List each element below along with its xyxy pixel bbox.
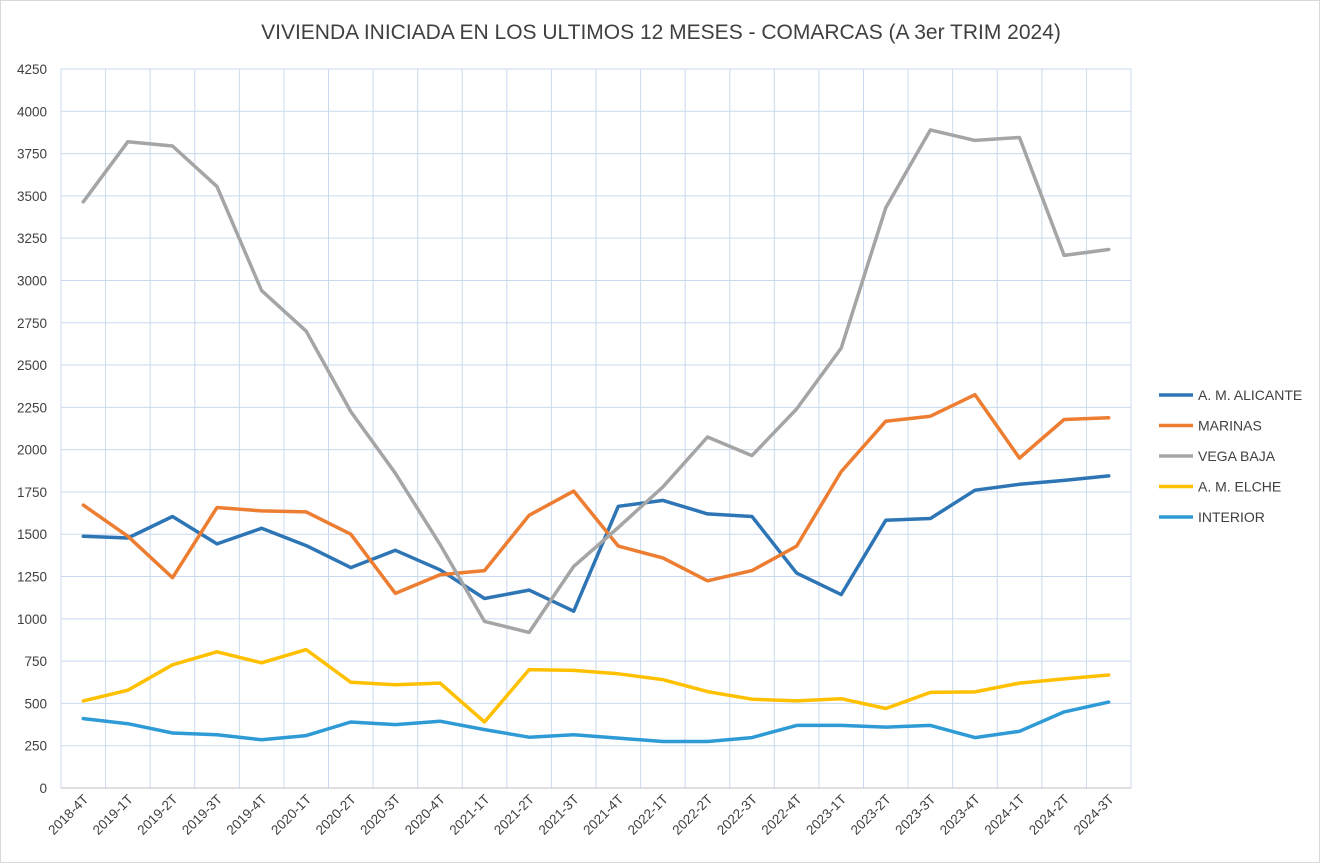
- x-tick-label: 2022-4T: [759, 792, 805, 838]
- x-tick-label: 2019-2T: [134, 792, 180, 838]
- y-tick-label: 1000: [17, 612, 47, 627]
- y-tick-label: 2000: [17, 443, 47, 458]
- y-tick-label: 500: [24, 696, 47, 711]
- x-tick-label: 2021-2T: [491, 792, 537, 838]
- y-tick-label: 2250: [17, 400, 47, 415]
- x-tick-label: 2024-1T: [981, 792, 1027, 838]
- x-tick-label: 2020-3T: [357, 792, 403, 838]
- x-tick-label: 2024-3T: [1071, 792, 1117, 838]
- legend-label-marinas: MARINAS: [1198, 418, 1262, 434]
- series-line-marinas: [81, 392, 1111, 596]
- x-tick-label: 2023-2T: [848, 792, 894, 838]
- y-tick-label: 1250: [17, 570, 47, 585]
- legend: A. M. ALICANTE MARINAS VEGA BAJA A. M. ELCH…: [1159, 387, 1302, 525]
- y-tick-label: 3250: [17, 231, 47, 246]
- y-tick-label: 1750: [17, 485, 47, 500]
- x-tick-label: 2020-4T: [402, 792, 448, 838]
- y-tick-label: 750: [24, 654, 47, 669]
- chart-title: VIVIENDA INICIADA EN LOS ULTIMOS 12 MESE…: [261, 21, 1061, 44]
- x-tick-label: 2020-1T: [268, 792, 314, 838]
- legend-label-interior: INTERIOR: [1198, 509, 1265, 525]
- series-line-vega-baja: [81, 128, 1111, 635]
- y-tick-label: 2500: [17, 358, 47, 373]
- x-tick-label: 2024-2T: [1026, 792, 1072, 838]
- y-tick-label: 1500: [17, 527, 47, 542]
- y-tick-label: 3750: [17, 147, 47, 162]
- x-tick-label: 2021-3T: [536, 792, 582, 838]
- x-tick-label: 2021-1T: [446, 792, 492, 838]
- y-tick-label: 0: [39, 781, 47, 796]
- y-tick-label: 250: [24, 739, 47, 754]
- y-tick-label: 3000: [17, 273, 47, 288]
- x-tick-label: 2023-1T: [803, 792, 849, 838]
- legend-label-vega-baja: VEGA BAJA: [1198, 448, 1276, 464]
- x-tick-label: 2018-4T: [45, 792, 91, 838]
- series-line-a-m-alicante: [81, 474, 1111, 613]
- y-tick-label: 4000: [17, 104, 47, 119]
- series-lines: [81, 128, 1111, 744]
- legend-label-a-m-alicante: A. M. ALICANTE: [1198, 387, 1302, 403]
- x-tick-label: 2019-1T: [90, 792, 136, 838]
- x-tick-label: 2020-2T: [313, 792, 359, 838]
- x-tick-label: 2021-4T: [580, 792, 626, 838]
- x-tick-label: 2019-3T: [179, 792, 225, 838]
- x-tick-label: 2019-4T: [224, 792, 270, 838]
- x-tick-label: 2022-1T: [625, 792, 671, 838]
- series-line-interior: [81, 700, 1111, 744]
- x-tick-label: 2022-2T: [669, 792, 715, 838]
- gridlines: [60, 68, 1132, 788]
- legend-label-a-m-elche: A. M. ELCHE: [1198, 479, 1281, 495]
- y-tick-label: 3500: [17, 189, 47, 204]
- y-tick-label: 2750: [17, 316, 47, 331]
- series-line-a-m-elche: [81, 647, 1111, 724]
- x-tick-label: 2023-3T: [892, 792, 938, 838]
- x-tick-label: 2023-4T: [937, 792, 983, 838]
- y-tick-label: 4250: [17, 62, 47, 77]
- x-tick-label: 2022-3T: [714, 792, 760, 838]
